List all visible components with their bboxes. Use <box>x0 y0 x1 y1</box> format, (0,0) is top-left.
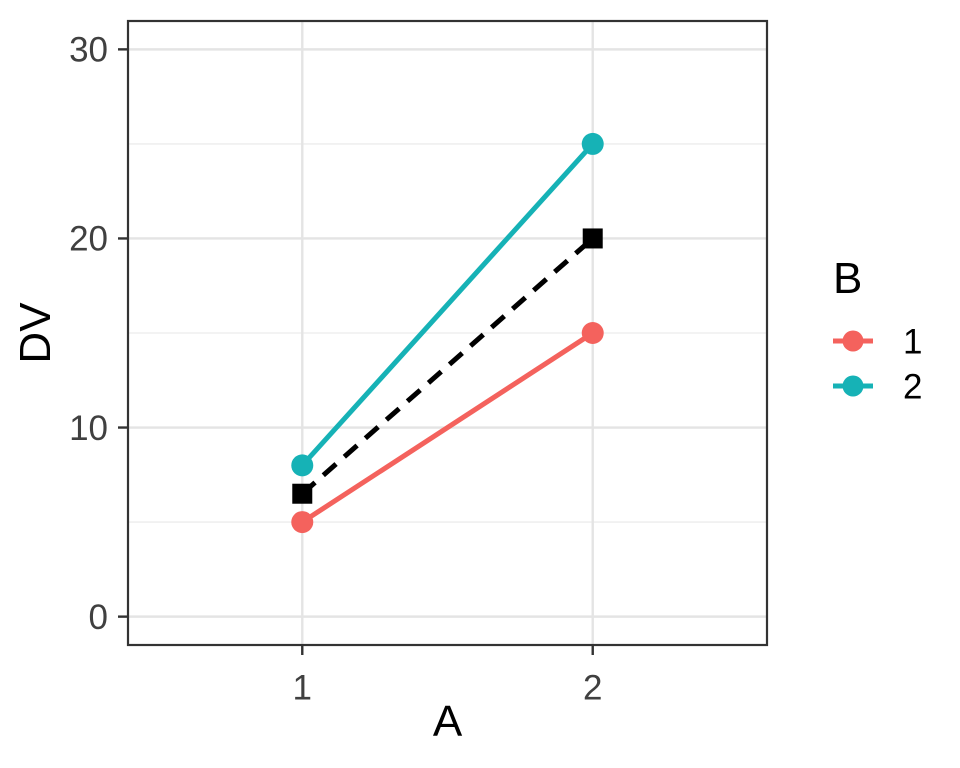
y-tick-label: 0 <box>89 598 108 637</box>
x-axis-title: A <box>433 697 463 746</box>
legend-label: 2 <box>903 367 922 406</box>
legend-key-point-2 <box>842 375 864 397</box>
point-2-1 <box>581 132 604 155</box>
point-1-1 <box>581 322 604 344</box>
point-grand-mean-1 <box>582 228 603 249</box>
series-line-grand-mean <box>300 236 595 496</box>
point-grand-mean-0 <box>292 483 313 504</box>
legend-title: B <box>833 254 862 303</box>
x-tick-label: 1 <box>293 668 312 707</box>
panel-border <box>126 19 769 647</box>
series-line-1 <box>300 330 595 525</box>
y-tick-label: 20 <box>69 220 108 259</box>
y-tick-label: 10 <box>69 409 108 448</box>
point-2-0 <box>291 454 314 477</box>
y-axis-title: DV <box>11 302 60 364</box>
point-1-0 <box>291 511 314 534</box>
legend-label: 1 <box>903 322 922 361</box>
series-line-2 <box>300 142 595 468</box>
legend-key-point-1 <box>842 330 864 352</box>
x-tick-label: 2 <box>583 668 602 707</box>
y-tick-label: 30 <box>69 31 108 70</box>
